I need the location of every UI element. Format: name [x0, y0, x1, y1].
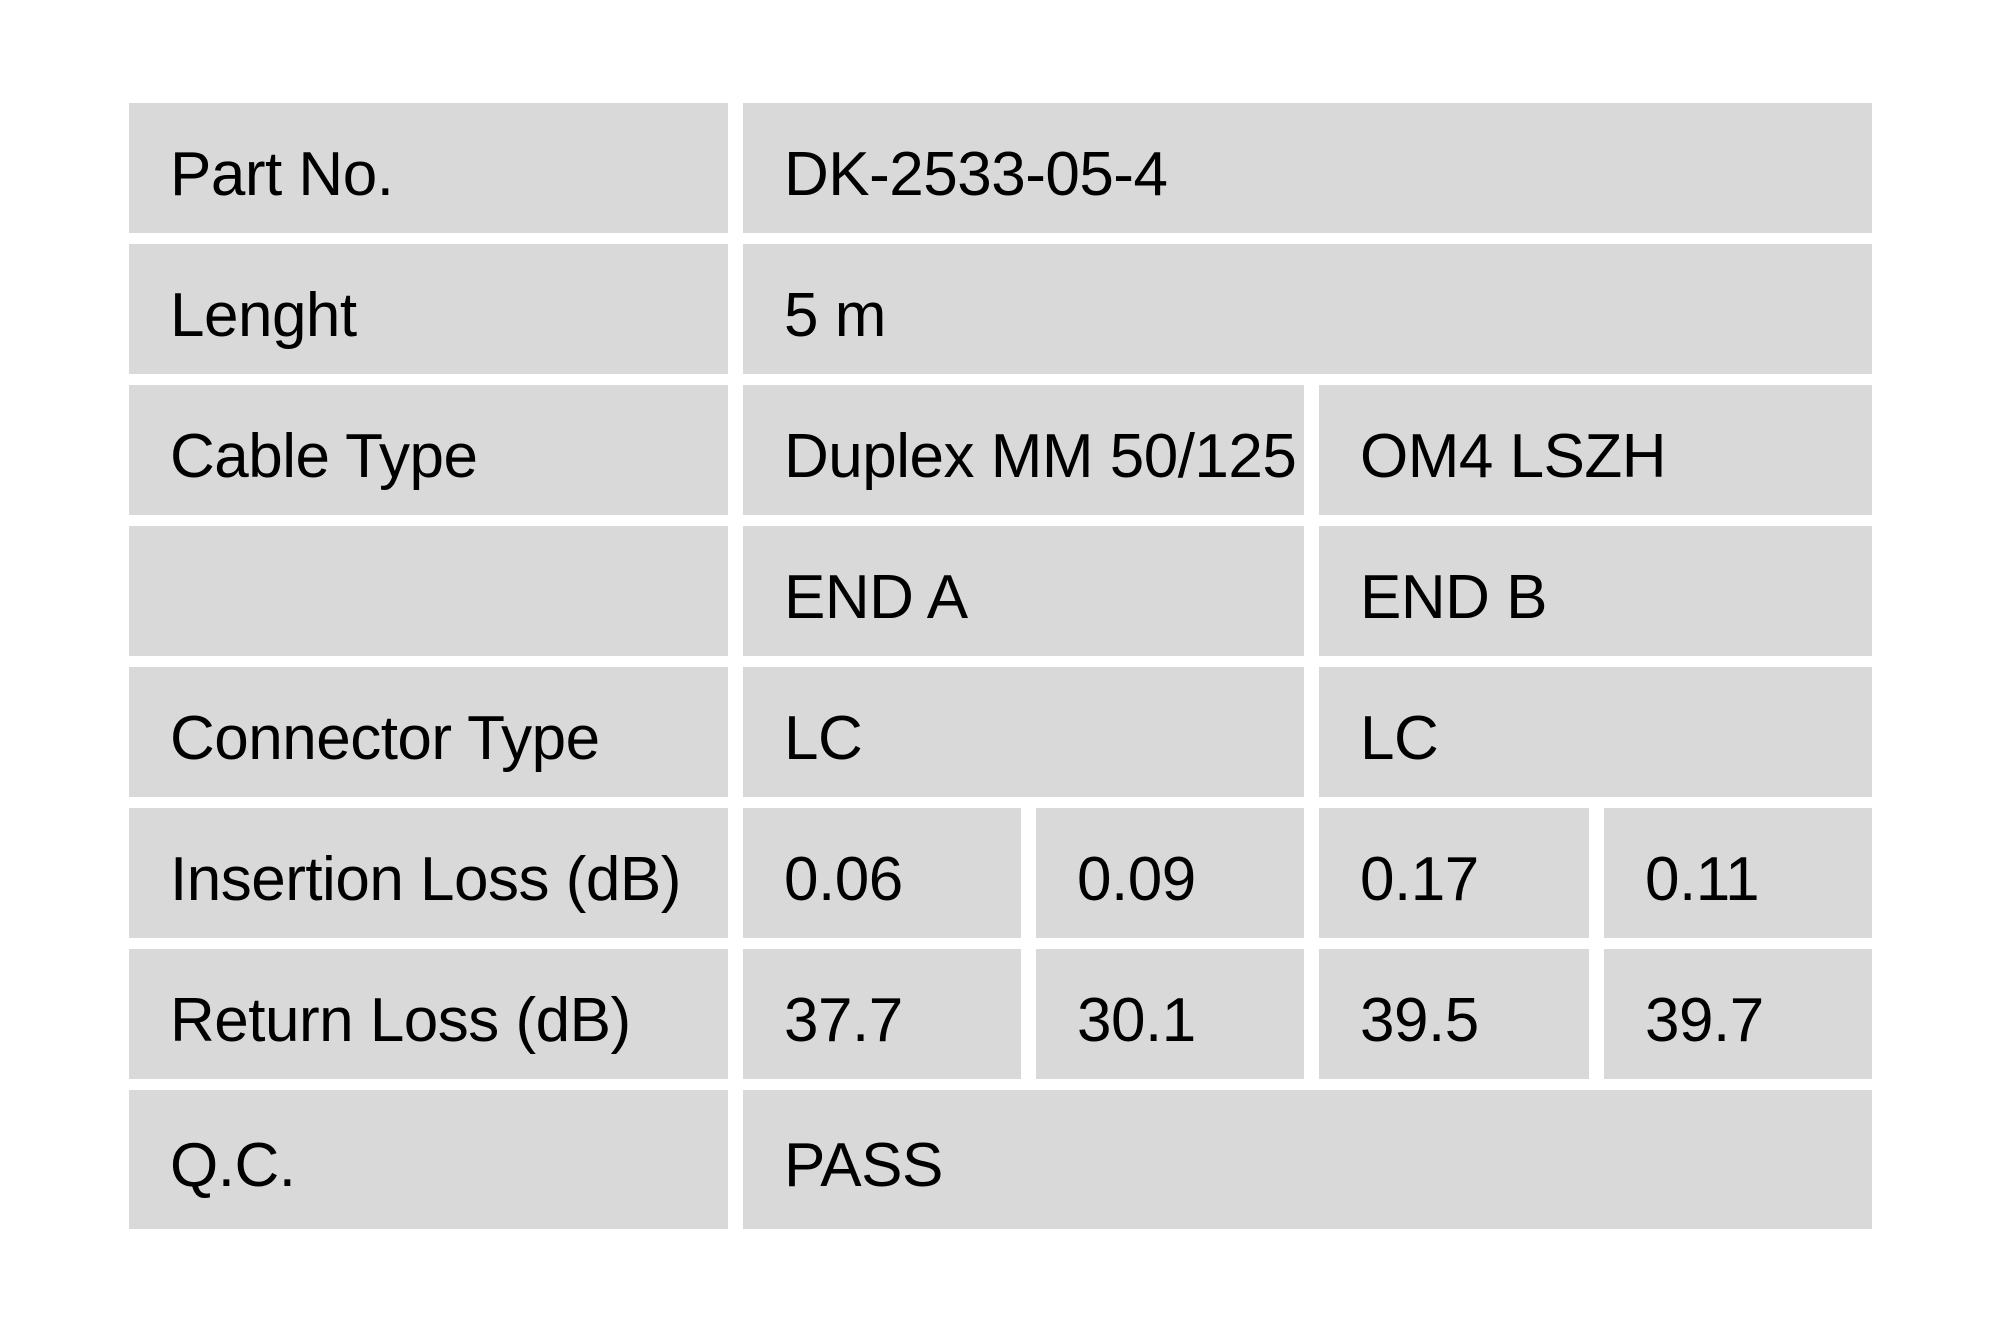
row-label: Connector Type: [129, 667, 728, 797]
value-cell: PASS: [743, 1090, 1872, 1229]
value-cell: LC: [743, 667, 1304, 797]
row-label: Part No.: [129, 103, 728, 233]
row-label: Return Loss (dB): [129, 949, 728, 1079]
value-cell: OM4 LSZH: [1319, 385, 1872, 515]
value-cell: 39.7: [1604, 949, 1872, 1079]
row-label-empty: [129, 526, 728, 656]
value-cell: 0.17: [1319, 808, 1589, 938]
value-cell: END B: [1319, 526, 1872, 656]
row-label: Cable Type: [129, 385, 728, 515]
value-cell: 0.06: [743, 808, 1021, 938]
row-label: Insertion Loss (dB): [129, 808, 728, 938]
value-cell: 0.09: [1036, 808, 1304, 938]
value-cell: LC: [1319, 667, 1872, 797]
cable-qc-table: Part No. DK-2533-05-4 Lenght 5 m Cable Type D…: [129, 103, 1872, 1229]
value-cell: Duplex MM 50/125: [743, 385, 1304, 515]
value-cell: 5 m: [743, 244, 1872, 374]
value-cell: 37.7: [743, 949, 1021, 1079]
value-cell: 30.1: [1036, 949, 1304, 1079]
row-label: Q.C.: [129, 1090, 728, 1229]
value-cell: 39.5: [1319, 949, 1589, 1079]
value-cell: END A: [743, 526, 1304, 656]
value-cell: DK-2533-05-4: [743, 103, 1872, 233]
value-cell: 0.11: [1604, 808, 1872, 938]
row-label: Lenght: [129, 244, 728, 374]
